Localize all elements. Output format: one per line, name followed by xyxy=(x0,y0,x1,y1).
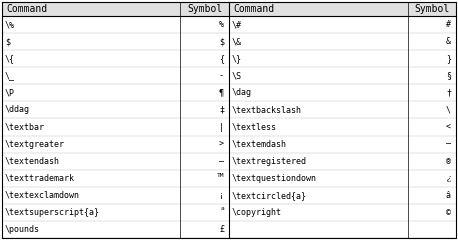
Text: Command: Command xyxy=(6,4,47,14)
Text: \textgreater: \textgreater xyxy=(5,140,65,149)
Text: &: & xyxy=(446,37,451,46)
Text: \S: \S xyxy=(232,71,242,80)
Text: \texttrademark: \texttrademark xyxy=(5,174,75,183)
Text: §: § xyxy=(446,71,451,80)
Text: ‡: ‡ xyxy=(219,105,224,114)
Text: \&: \& xyxy=(232,37,242,46)
Text: \textquestiondown: \textquestiondown xyxy=(232,174,317,183)
Text: \: \ xyxy=(446,105,451,114)
Text: \textendash: \textendash xyxy=(5,157,60,166)
Text: \textbackslash: \textbackslash xyxy=(232,105,302,114)
Text: \textcircled{a}: \textcircled{a} xyxy=(232,191,307,200)
Text: $: $ xyxy=(219,37,224,46)
Text: \}: \} xyxy=(232,54,242,63)
Text: Command: Command xyxy=(233,4,274,14)
Text: \{: \{ xyxy=(5,54,15,63)
Bar xyxy=(229,2,456,16)
Text: \textemdash: \textemdash xyxy=(232,140,287,149)
Text: ®: ® xyxy=(446,157,451,166)
Text: \_: \_ xyxy=(5,71,15,80)
Text: -: - xyxy=(219,71,224,80)
Text: }: } xyxy=(446,54,451,63)
Text: \dag: \dag xyxy=(232,88,252,97)
Text: \$: \$ xyxy=(5,37,10,46)
Text: \textbar: \textbar xyxy=(5,122,45,132)
Text: \textregistered: \textregistered xyxy=(232,157,307,166)
Text: %: % xyxy=(219,20,224,29)
Text: \ddag: \ddag xyxy=(5,105,30,114)
Text: |: | xyxy=(219,122,224,132)
Text: ¡: ¡ xyxy=(219,191,224,200)
Bar xyxy=(2,2,229,16)
Text: a: a xyxy=(220,206,224,211)
Text: ©: © xyxy=(446,208,451,217)
Text: ¶: ¶ xyxy=(219,88,224,97)
Text: †: † xyxy=(446,88,451,97)
Text: Symbol: Symbol xyxy=(187,4,222,14)
Text: \pounds: \pounds xyxy=(5,225,40,234)
Text: â: â xyxy=(446,191,451,200)
Text: \textless: \textless xyxy=(232,122,277,132)
Text: \#: \# xyxy=(232,20,242,29)
Text: \copyright: \copyright xyxy=(232,208,282,217)
Text: —: — xyxy=(446,140,451,149)
Text: >: > xyxy=(219,140,224,149)
Text: #: # xyxy=(446,20,451,29)
Text: –: – xyxy=(219,157,224,166)
Text: ¿: ¿ xyxy=(447,174,451,182)
Text: \P: \P xyxy=(5,88,15,97)
Text: \textsuperscript{a}: \textsuperscript{a} xyxy=(5,208,100,217)
Text: <: < xyxy=(446,122,451,132)
Text: Symbol: Symbol xyxy=(414,4,450,14)
Text: £: £ xyxy=(219,225,224,234)
Text: \%: \% xyxy=(5,20,15,29)
Text: TM: TM xyxy=(217,173,224,178)
Text: {: { xyxy=(219,54,224,63)
Text: \textexclamdown: \textexclamdown xyxy=(5,191,80,200)
